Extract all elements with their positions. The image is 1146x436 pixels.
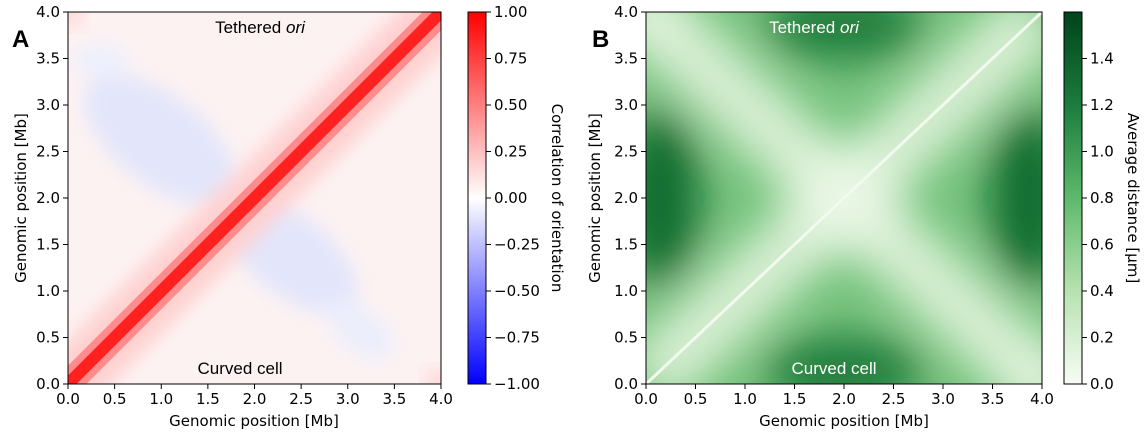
x-tick-label-b: 2.0 xyxy=(832,390,856,408)
y-tick-label-b: 3.0 xyxy=(614,96,638,114)
y-tick-label-a: 3.0 xyxy=(36,96,60,114)
y-ticks-b: 0.0 0.5 1.0 1.5 2.0 2.5 3.0 3.5 4.0 xyxy=(614,3,646,393)
colorbar-tick-label-b: 0.8 xyxy=(1090,189,1114,207)
annotation-top-italic-b: ori xyxy=(840,18,860,37)
annotation-top-a: Tethered ori xyxy=(215,18,306,37)
annotation-top-text-a: Tethered xyxy=(215,18,286,37)
y-ticks-a: 0.0 0.5 1.0 1.5 2.0 2.5 3.0 3.5 4.0 xyxy=(36,3,68,393)
corner-region xyxy=(68,12,84,28)
y-tick-label-a: 3.5 xyxy=(36,50,60,68)
x-tick-label-a: 1.5 xyxy=(196,390,220,408)
x-tick-label-a: 3.5 xyxy=(382,390,406,408)
light-corner xyxy=(998,340,1042,384)
colorbar-tick-label-a: 0.00 xyxy=(494,189,527,207)
colorbar-tick-label-b: 0.2 xyxy=(1090,329,1114,347)
diagonal-b xyxy=(646,12,1042,384)
y-tick-label-a: 0.5 xyxy=(36,329,60,347)
dark-region-top xyxy=(764,12,924,59)
annotation-bottom-b: Curved cell xyxy=(791,359,876,378)
x-tick-label-b: 1.5 xyxy=(783,390,807,408)
diagonal-core xyxy=(68,12,441,384)
panel-label-a: A xyxy=(12,26,29,53)
corner-region xyxy=(424,368,441,384)
x-tick-label-b: 3.5 xyxy=(981,390,1005,408)
colorbar-tick-label-b: 0.6 xyxy=(1090,236,1114,254)
x-tick-label-a: 2.5 xyxy=(289,390,313,408)
x-tick-label-a: 1.0 xyxy=(149,390,173,408)
negative-region xyxy=(70,42,130,78)
x-axis-label-b: Genomic position [Mb] xyxy=(759,412,929,430)
y-tick-label-b: 1.5 xyxy=(614,236,638,254)
x-ticks-a: 0.0 0.5 1.0 1.5 2.0 2.5 3.0 3.5 4.0 xyxy=(56,384,453,408)
panel-a: 0.0 0.5 1.0 1.5 2.0 2.5 3.0 3.5 4.0 0.0 0.5 1.0 1.5… xyxy=(12,3,566,430)
dark-region-right xyxy=(990,108,1042,288)
y-axis-label-a: Genomic position [Mb] xyxy=(12,113,30,283)
heatmap-b xyxy=(646,12,1042,384)
y-tick-label-b: 2.5 xyxy=(614,143,638,161)
x-tick-label-b: 1.0 xyxy=(733,390,757,408)
annotation-bottom-a: Curved cell xyxy=(197,359,282,378)
y-tick-label-b: 0.0 xyxy=(614,375,638,393)
colorbar-tick-label-b: 1.2 xyxy=(1090,96,1114,114)
y-axis-label-b: Genomic position [Mb] xyxy=(586,113,604,283)
colorbar-tick-label-a: 1.00 xyxy=(494,3,527,21)
colorbar-tick-label-b: 1.4 xyxy=(1090,50,1114,68)
colorbar-tick-label-a: −0.75 xyxy=(494,329,540,347)
y-tick-label-a: 0.0 xyxy=(36,375,60,393)
negative-region xyxy=(325,299,395,361)
colorbar-label-b: Average distance [μm] xyxy=(1124,113,1142,284)
y-tick-label-b: 4.0 xyxy=(614,3,638,21)
y-tick-label-a: 2.5 xyxy=(36,143,60,161)
x-axis-label-a: Genomic position [Mb] xyxy=(169,412,339,430)
dark-region-left xyxy=(646,108,700,288)
colorbar-tick-label-a: 0.75 xyxy=(494,50,527,68)
colorbar-tick-label-a: 0.50 xyxy=(494,96,527,114)
x-tick-label-a: 3.0 xyxy=(336,390,360,408)
x-tick-label-b: 0.5 xyxy=(684,390,708,408)
y-tick-label-a: 2.0 xyxy=(36,189,60,207)
y-tick-label-b: 2.0 xyxy=(614,189,638,207)
annotation-top-text-b: Tethered xyxy=(769,18,840,37)
colorbar-tick-label-a: −0.50 xyxy=(494,282,540,300)
colorbar-tick-label-b: 1.0 xyxy=(1090,143,1114,161)
colorbar-ticks-a: 1.00 0.75 0.50 0.25 0.00 −0.25 −0.50 −0.75 −1.00 xyxy=(486,3,540,393)
y-tick-label-b: 3.5 xyxy=(614,50,638,68)
x-tick-label-a: 2.0 xyxy=(243,390,267,408)
colorbar-label-a: Correlation of orientation xyxy=(548,104,566,293)
light-corner xyxy=(646,12,690,56)
y-tick-label-a: 1.5 xyxy=(36,236,60,254)
colorbar-tick-label-b: 0.0 xyxy=(1090,375,1114,393)
x-tick-label-a: 4.0 xyxy=(429,390,453,408)
annotation-top-italic-a: ori xyxy=(286,18,306,37)
x-tick-label-b: 4.0 xyxy=(1030,390,1054,408)
x-ticks-b: 0.0 0.5 1.0 1.5 2.0 2.5 3.0 3.5 4.0 xyxy=(634,384,1054,408)
panel-b: 0.0 0.5 1.0 1.5 2.0 2.5 3.0 3.5 4.0 0.0 0.5 1.0 1.5… xyxy=(586,3,1142,430)
annotation-top-b: Tethered ori xyxy=(769,18,860,37)
negative-region xyxy=(83,74,237,206)
y-tick-label-a: 1.0 xyxy=(36,282,60,300)
colorbar-tick-label-a: −1.00 xyxy=(494,375,540,393)
x-tick-label-b: 3.0 xyxy=(931,390,955,408)
y-tick-label-b: 0.5 xyxy=(614,329,638,347)
colorbar-a xyxy=(467,11,487,385)
colorbar-b xyxy=(1063,11,1083,385)
panel-label-b: B xyxy=(592,26,609,53)
heatmap-a xyxy=(68,12,441,384)
y-tick-label-a: 4.0 xyxy=(36,3,60,21)
colorbar-tick-label-a: −0.25 xyxy=(494,236,540,254)
x-tick-label-a: 0.0 xyxy=(56,390,80,408)
y-tick-label-b: 1.0 xyxy=(614,282,638,300)
colorbar-ticks-b: 1.4 1.2 1.0 0.8 0.6 0.4 0.2 0.0 xyxy=(1082,50,1114,393)
dark-region-bottom xyxy=(764,337,924,384)
colorbar-tick-label-a: 0.25 xyxy=(494,143,527,161)
x-tick-label-b: 2.5 xyxy=(882,390,906,408)
colorbar-tick-label-b: 0.4 xyxy=(1090,282,1114,300)
x-tick-label-a: 0.5 xyxy=(103,390,127,408)
x-tick-label-b: 0.0 xyxy=(634,390,658,408)
